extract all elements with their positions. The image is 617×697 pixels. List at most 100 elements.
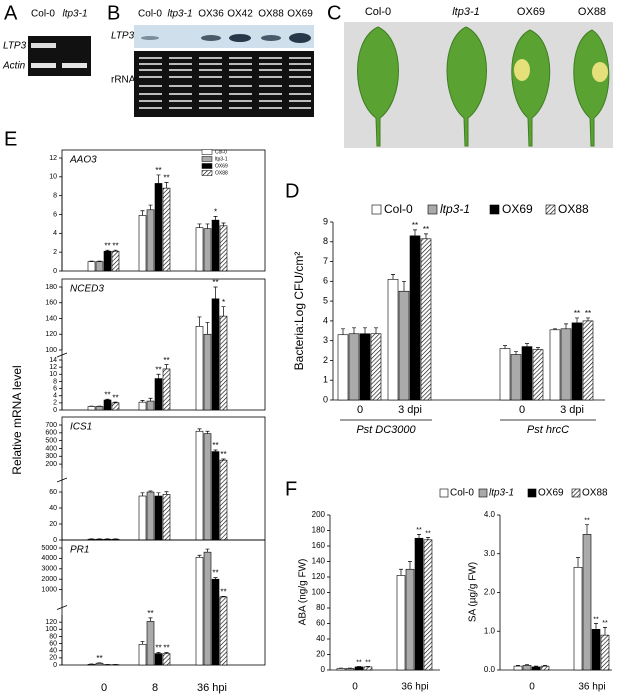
gel [28, 36, 91, 76]
bar [162, 187, 171, 272]
significance: ** [155, 644, 161, 653]
x-tick-label: 36 hpi [578, 682, 605, 693]
y-tick-label: 160 [45, 300, 57, 307]
group-label: Pst DC3000 [356, 424, 416, 436]
legend-swatch [201, 170, 213, 176]
y-tick-label: 0 [323, 394, 328, 404]
significance: ** [163, 644, 169, 653]
bar [154, 183, 163, 272]
error-bar [156, 373, 161, 379]
error-bar [408, 561, 412, 570]
error-bar [113, 249, 118, 252]
bar [203, 228, 212, 272]
bar [600, 634, 610, 671]
error-bar [426, 537, 430, 540]
bar [354, 666, 364, 671]
y-tick-label: 40 [49, 505, 57, 512]
bar [532, 349, 544, 401]
legend-swatch [201, 149, 213, 155]
x-tick-label: 0 [101, 682, 107, 694]
x-tick-label: 0 [519, 404, 525, 416]
y-tick-label: 0 [53, 407, 57, 414]
bar [423, 539, 433, 671]
y-tick-label: 120 [45, 331, 57, 338]
sample-label: ltp3-1 [452, 6, 480, 18]
legend-label: ltp3-1 [489, 488, 514, 499]
y-tick-label: 20 [49, 655, 57, 662]
y-tick-label: 3 [323, 335, 328, 345]
bar [203, 333, 212, 411]
y-tick-label: 5 [323, 295, 328, 305]
significance: ** [104, 241, 110, 250]
significance: ** [112, 241, 118, 250]
leaves [357, 26, 610, 147]
lane-label: Col-0 [31, 9, 55, 20]
bar [95, 406, 104, 411]
significance: ** [220, 587, 226, 596]
band [31, 63, 56, 68]
bar [345, 668, 355, 671]
legend-swatch [439, 488, 449, 498]
y-tick-label: 3000 [41, 566, 57, 573]
bar [87, 663, 96, 666]
error-bar [148, 397, 153, 402]
y-tick-label: 200 [312, 510, 326, 519]
y-tick-label: 700 [45, 422, 57, 429]
y-tick-label: 6 [323, 276, 328, 286]
bar [138, 215, 147, 272]
y-axis-label: Bacteria:Log CFU/cm² [292, 252, 306, 371]
bar [591, 629, 601, 671]
bar [531, 666, 541, 671]
bar [195, 430, 204, 541]
significance: ** [584, 518, 590, 525]
y-tick-label: 60 [49, 640, 57, 647]
error-bar [341, 328, 345, 335]
bar [138, 643, 147, 666]
error-bar [113, 401, 118, 403]
y-tick-label: 2 [53, 249, 57, 256]
y-tick-label: 20 [316, 650, 325, 659]
y-tick-label: 60 [316, 619, 325, 628]
error-bar [156, 492, 161, 496]
bar [522, 665, 532, 671]
lesion [592, 62, 608, 82]
legend-swatch [571, 488, 581, 498]
error-bar [525, 343, 529, 347]
row-label: LTP3 [3, 41, 27, 52]
bar [510, 354, 522, 401]
y-tick-label: 4 [53, 393, 57, 400]
bar [513, 665, 523, 671]
axis-break [56, 352, 68, 358]
significance: ** [212, 441, 218, 450]
bar [571, 322, 583, 401]
y-axis-label: Relative mRNA level [10, 365, 24, 474]
sample-label: OX88 [578, 6, 606, 18]
error-bar [213, 449, 218, 452]
error-bar [391, 274, 395, 280]
lane-label: OX36 [198, 9, 224, 20]
error-bar [205, 223, 210, 229]
y-tick-label: 180 [45, 284, 57, 291]
bar [111, 250, 120, 272]
error-bar [575, 317, 579, 323]
error-bar [553, 328, 557, 330]
error-bar [594, 623, 598, 630]
bar [111, 402, 120, 411]
y-tick-label: 40 [49, 648, 57, 655]
error-bar [536, 347, 540, 350]
bar [162, 653, 171, 666]
significance: ** [412, 221, 418, 230]
bar [337, 334, 349, 401]
bar [103, 399, 112, 411]
bar [203, 433, 212, 541]
y-tick-label: 100 [45, 347, 57, 354]
bar [95, 261, 104, 272]
bar [103, 250, 112, 272]
significance: ** [356, 659, 362, 666]
error-bar [516, 665, 520, 667]
legend-label: ltp3-1 [440, 202, 470, 216]
bar [162, 494, 171, 541]
y-tick-label: 0 [321, 665, 326, 674]
error-bar [543, 665, 547, 667]
error-bar [603, 627, 607, 636]
